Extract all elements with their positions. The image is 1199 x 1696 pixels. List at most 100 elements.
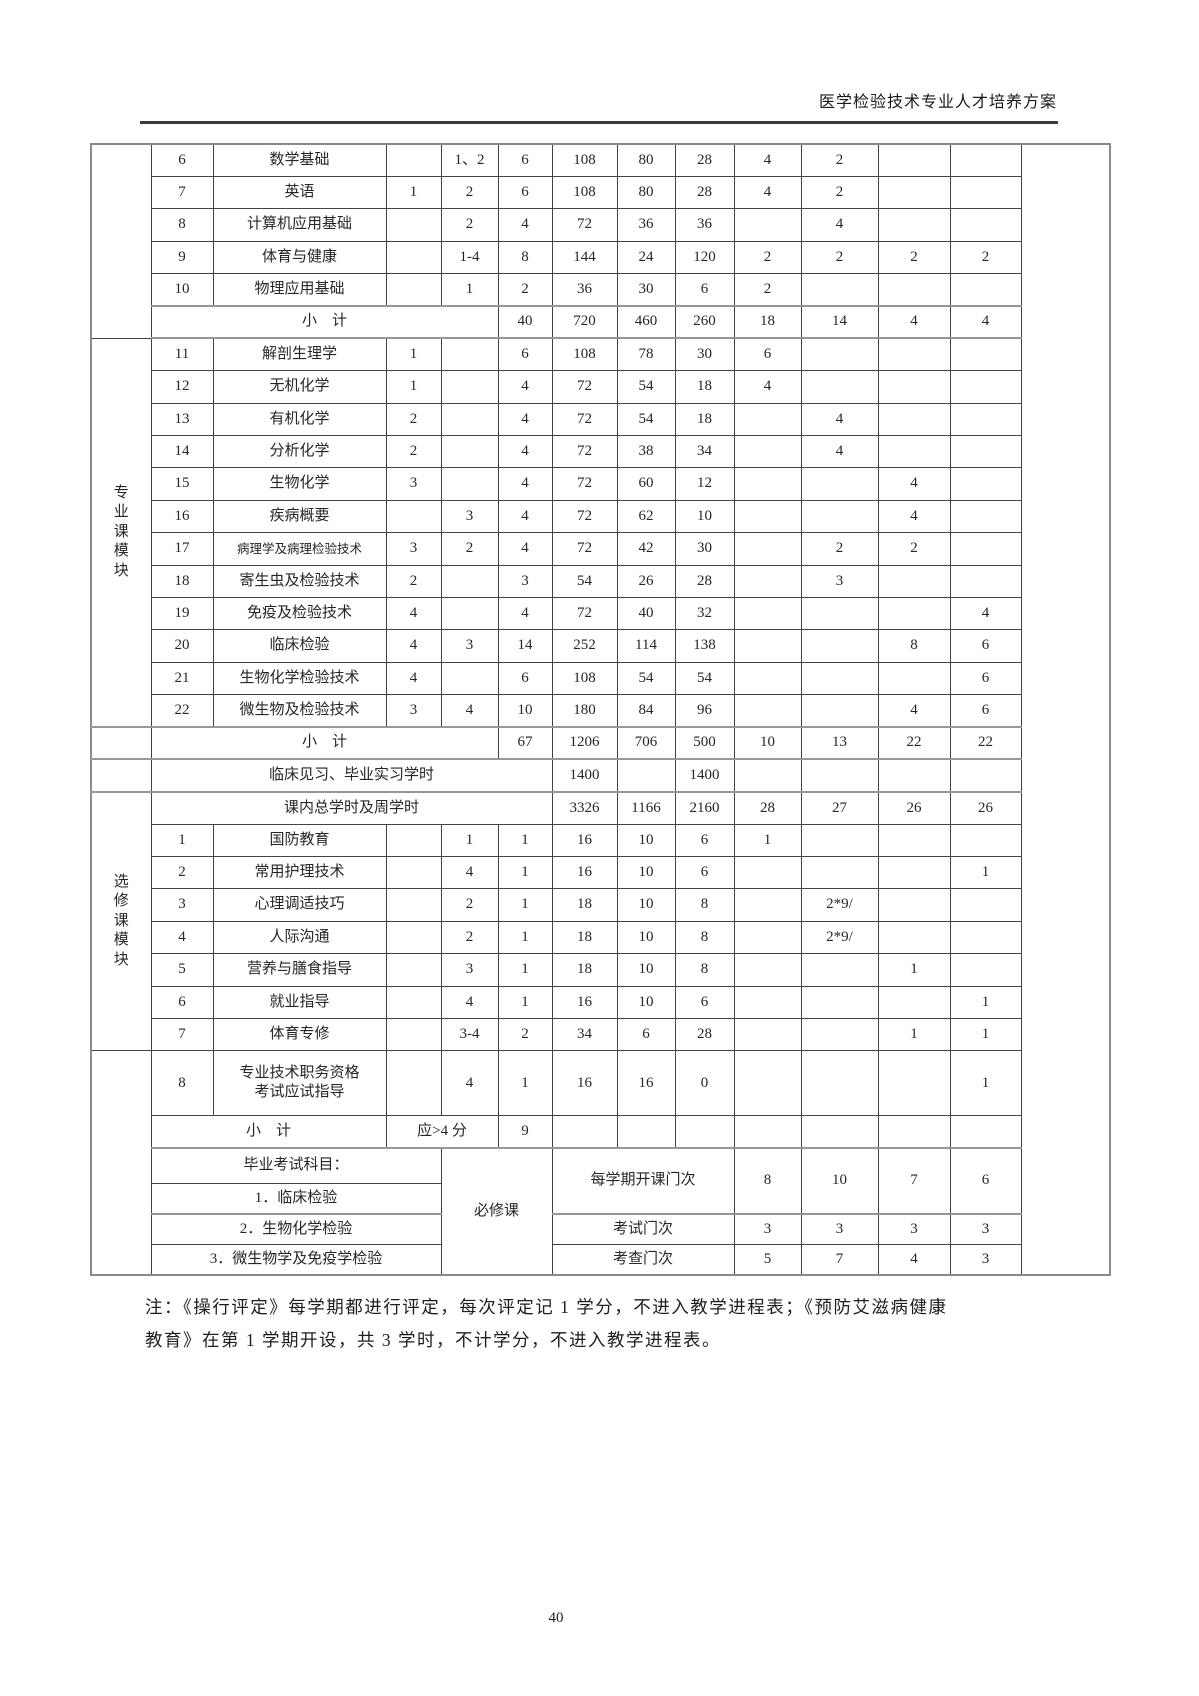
- table-cell: [949, 467, 1022, 501]
- table-cell: 720: [551, 304, 618, 340]
- table-cell: [440, 370, 499, 404]
- table-cell: 14: [800, 304, 879, 340]
- table-cell: [877, 920, 951, 955]
- table-cell: 4: [497, 596, 553, 631]
- table-cell: 4: [877, 499, 951, 534]
- table-cell: [877, 661, 951, 696]
- table-cell: 1: [949, 1018, 1022, 1052]
- table-cell: [733, 1018, 802, 1052]
- table-cell: 2: [497, 273, 553, 307]
- table-cell: 16: [551, 856, 618, 890]
- table-cell: 2: [440, 888, 499, 922]
- table-cell: 2: [733, 273, 802, 307]
- table-cell: 1: [497, 985, 553, 1020]
- table-cell: 34: [674, 435, 735, 469]
- table-cell: [949, 499, 1022, 534]
- table-cell: 108: [551, 661, 618, 696]
- table-cell: 108: [551, 337, 618, 372]
- table-cell: [949, 532, 1022, 566]
- table-cell: 1、2: [440, 143, 499, 177]
- table-cell: 84: [616, 694, 676, 728]
- table-cell: 16: [150, 499, 214, 534]
- table-cell: [733, 629, 802, 663]
- table-cell: 2: [385, 435, 442, 469]
- table-cell: 2: [877, 532, 951, 566]
- table-cell: 2: [877, 240, 951, 275]
- table-cell: [440, 596, 499, 631]
- table-cell: 营养与膳食指导: [212, 953, 387, 987]
- table-cell: 10: [616, 856, 676, 890]
- table-cell: 144: [551, 240, 618, 275]
- table-cell: 72: [551, 402, 618, 437]
- table-cell: [949, 823, 1022, 858]
- table-cell: 1: [440, 823, 499, 858]
- table-cell: [949, 1115, 1022, 1149]
- table-cell: 54: [551, 564, 618, 598]
- table-cell: 小 计: [150, 726, 499, 761]
- table-cell: [800, 467, 879, 501]
- table-cell: 22: [949, 726, 1022, 761]
- table-cell: 微生物及检验技术: [212, 694, 387, 728]
- table-cell: 2: [385, 402, 442, 437]
- table-cell: 体育与健康: [212, 240, 387, 275]
- table-cell: 3: [385, 467, 442, 501]
- table-cell: 8: [150, 1050, 214, 1117]
- table-cell: 2: [800, 175, 879, 210]
- table-cell: 7: [150, 175, 214, 210]
- table-cell: [733, 596, 802, 631]
- table-cell: [949, 920, 1022, 955]
- table-cell: [385, 985, 442, 1020]
- table-cell: [551, 1115, 618, 1149]
- table-cell: 4: [497, 467, 553, 501]
- table-cell: 6: [674, 823, 735, 858]
- table-cell: 9: [150, 240, 214, 275]
- table-cell: 专业技术职务资格 考试应试指导: [212, 1050, 387, 1117]
- table-cell: 13: [150, 402, 214, 437]
- table-cell: 2: [385, 564, 442, 598]
- table-cell: 1: [949, 1050, 1022, 1117]
- table-cell: [949, 402, 1022, 437]
- page-number: 40: [548, 1610, 564, 1626]
- table-cell: 4: [385, 661, 442, 696]
- table-cell: 1: [497, 1050, 553, 1117]
- table-cell: [440, 467, 499, 501]
- table-cell: [949, 273, 1022, 307]
- table-cell: 6: [733, 337, 802, 372]
- table-cell: [440, 661, 499, 696]
- table-cell: 7: [877, 1147, 951, 1215]
- table-cell: [733, 694, 802, 728]
- table-cell: 260: [674, 304, 735, 340]
- table-cell: 2*9/: [800, 920, 879, 955]
- table-cell: [800, 758, 879, 793]
- table-cell: 每学期开课门次: [551, 1147, 735, 1215]
- table-cell: 6: [497, 661, 553, 696]
- table-cell: 病理学及病理检验技术: [212, 532, 387, 566]
- table-cell: [877, 1115, 951, 1149]
- table-cell: 12: [150, 370, 214, 404]
- table-cell: 80: [616, 175, 676, 210]
- table-cell: 24: [616, 240, 676, 275]
- table-cell: 3: [385, 694, 442, 728]
- table-cell: [800, 337, 879, 372]
- table-cell: 18: [551, 953, 618, 987]
- table-cell: 1: [733, 823, 802, 858]
- table-cell: 3: [800, 1213, 879, 1245]
- table-cell: 心理调适技巧: [212, 888, 387, 922]
- table-cell: 72: [551, 208, 618, 242]
- table-cell: [733, 856, 802, 890]
- table-cell: [733, 435, 802, 469]
- table-cell: 6: [674, 856, 735, 890]
- table-cell: [440, 402, 499, 437]
- table-cell: [949, 337, 1022, 372]
- table-cell: 4: [497, 499, 553, 534]
- table-cell: [949, 953, 1022, 987]
- table-cell: 19: [150, 596, 214, 631]
- table-cell: 6: [150, 143, 214, 177]
- table-cell: 考试门次: [551, 1213, 735, 1245]
- table-cell: 36: [616, 208, 676, 242]
- table-cell: [877, 1050, 951, 1117]
- table-cell: 4: [800, 208, 879, 242]
- table-cell: 108: [551, 143, 618, 177]
- table-cell: 3: [497, 564, 553, 598]
- table-cell: 1: [877, 953, 951, 987]
